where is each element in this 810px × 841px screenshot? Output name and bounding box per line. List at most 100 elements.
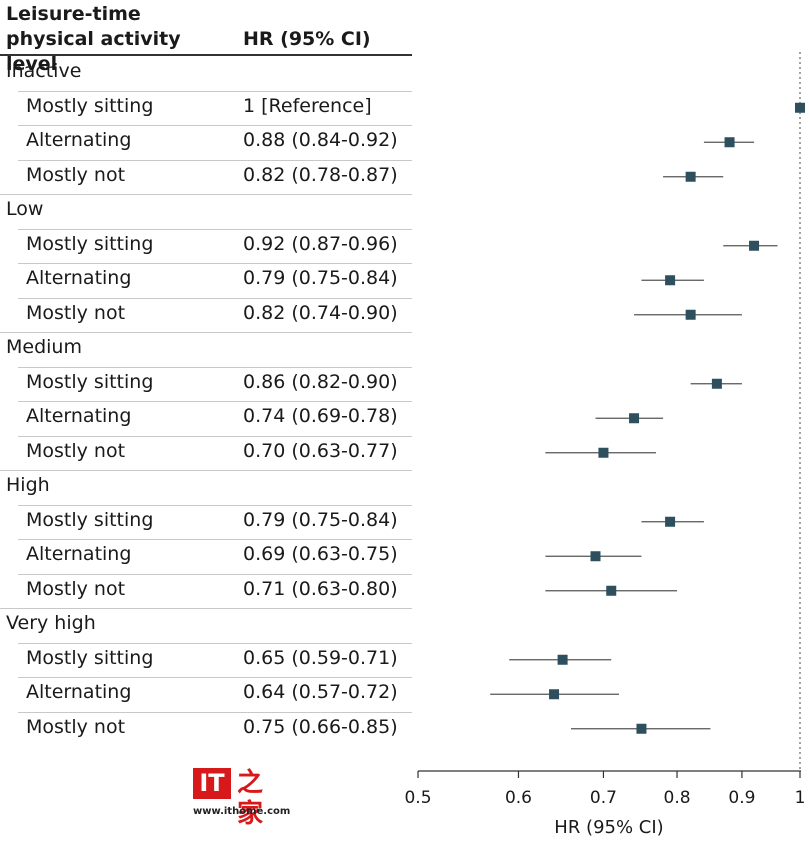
row-hr-value: 0.71 (0.63-0.80) xyxy=(243,577,398,600)
hr-marker xyxy=(749,240,760,251)
row-divider xyxy=(18,263,412,264)
table-row: Mostly not 0.70 (0.63-0.77) xyxy=(0,436,412,471)
column-header-hr: HR (95% CI) xyxy=(243,28,371,50)
row-label: Mostly sitting xyxy=(26,232,154,255)
table-row: Mostly sitting 0.79 (0.75-0.84) xyxy=(0,505,412,540)
column-header-line1: Leisure-time xyxy=(6,3,141,25)
hr-marker xyxy=(636,723,647,734)
hr-marker xyxy=(557,654,568,665)
row-label: Mostly sitting xyxy=(26,94,154,117)
row-hr-value: 1 [Reference] xyxy=(243,94,372,117)
row-divider xyxy=(18,539,412,540)
row-divider xyxy=(18,642,412,644)
group-divider xyxy=(0,608,412,609)
hr-marker xyxy=(665,516,676,527)
group-row: Inactive xyxy=(0,56,412,91)
row-label: Mostly not xyxy=(26,163,126,186)
group-label: Inactive xyxy=(6,60,82,82)
row-hr-value: 0.65 (0.59-0.71) xyxy=(243,646,398,669)
table-row: Mostly not 0.75 (0.66-0.85) xyxy=(0,712,412,747)
row-hr-value: 0.88 (0.84-0.92) xyxy=(243,129,398,151)
row-label: Mostly not xyxy=(26,715,126,738)
group-divider xyxy=(0,194,412,195)
row-divider xyxy=(18,228,412,230)
group-row: Very high xyxy=(0,608,412,643)
hr-marker xyxy=(549,689,560,700)
hr-marker xyxy=(795,102,805,113)
row-divider xyxy=(18,297,412,299)
table-row: Alternating 0.88 (0.84-0.92) xyxy=(0,125,412,160)
group-label: Very high xyxy=(6,612,96,634)
group-divider xyxy=(0,470,412,471)
hr-marker xyxy=(606,585,617,596)
table-row: Alternating 0.64 (0.57-0.72) xyxy=(0,677,412,712)
row-label: Mostly sitting xyxy=(26,508,154,531)
hr-marker xyxy=(724,137,735,148)
row-divider xyxy=(18,125,412,126)
table-row: Alternating 0.69 (0.63-0.75) xyxy=(0,539,412,574)
logo-it-badge: IT xyxy=(193,768,231,799)
x-tick-label: 0.8 xyxy=(664,788,691,808)
row-hr-value: 0.74 (0.69-0.78) xyxy=(243,405,398,427)
row-label: Mostly not xyxy=(26,577,126,600)
hr-marker xyxy=(629,413,640,424)
row-hr-value: 0.75 (0.66-0.85) xyxy=(243,715,398,738)
row-divider xyxy=(18,401,412,402)
group-label: Low xyxy=(6,198,44,220)
watermark-logo: IT 之家 www.ithome.com xyxy=(193,768,290,829)
group-label: Medium xyxy=(6,336,82,358)
row-label: Alternating xyxy=(26,267,132,289)
table-row: Alternating 0.79 (0.75-0.84) xyxy=(0,263,412,298)
row-label: Alternating xyxy=(26,543,132,565)
table-row: Mostly sitting 0.65 (0.59-0.71) xyxy=(0,643,412,678)
x-tick-label: 1 xyxy=(795,788,806,808)
logo-url: www.ithome.com xyxy=(193,806,291,817)
row-divider xyxy=(18,366,412,368)
row-label: Mostly not xyxy=(26,439,126,462)
logo-chinese-text: 之家 xyxy=(237,768,264,829)
table-row: Mostly sitting 0.92 (0.87-0.96) xyxy=(0,229,412,264)
row-label: Alternating xyxy=(26,405,132,427)
group-row: Low xyxy=(0,194,412,229)
group-row: Medium xyxy=(0,332,412,367)
table-row: Mostly not 0.82 (0.74-0.90) xyxy=(0,298,412,333)
row-hr-value: 0.70 (0.63-0.77) xyxy=(243,439,398,462)
column-header-line2: physical activity level xyxy=(6,28,181,75)
row-hr-value: 0.69 (0.63-0.75) xyxy=(243,543,398,565)
row-hr-value: 0.86 (0.82-0.90) xyxy=(243,370,398,393)
row-divider xyxy=(18,573,412,575)
hr-marker xyxy=(590,551,601,562)
x-tick-label: 0.5 xyxy=(404,788,431,808)
hr-marker xyxy=(598,447,609,458)
row-divider xyxy=(18,504,412,506)
table-row: Mostly not 0.82 (0.78-0.87) xyxy=(0,160,412,195)
table-row: Mostly not 0.71 (0.63-0.80) xyxy=(0,574,412,609)
row-hr-value: 0.82 (0.74-0.90) xyxy=(243,301,398,324)
hr-marker xyxy=(665,275,676,286)
table-row: Alternating 0.74 (0.69-0.78) xyxy=(0,401,412,436)
row-divider xyxy=(18,90,412,92)
row-label: Alternating xyxy=(26,129,132,151)
group-label: High xyxy=(6,474,50,496)
row-hr-value: 0.92 (0.87-0.96) xyxy=(243,232,398,255)
row-label: Mostly sitting xyxy=(26,646,154,669)
row-divider xyxy=(18,159,412,161)
hr-marker xyxy=(685,309,696,320)
row-hr-value: 0.79 (0.75-0.84) xyxy=(243,267,398,289)
group-divider xyxy=(0,332,412,333)
x-tick-label: 0.6 xyxy=(505,788,532,808)
x-axis-title: HR (95% CI) xyxy=(554,817,663,838)
row-label: Mostly sitting xyxy=(26,370,154,393)
table-row: Mostly sitting 1 [Reference] xyxy=(0,91,412,126)
group-row: High xyxy=(0,470,412,505)
row-label: Alternating xyxy=(26,681,132,703)
row-divider xyxy=(18,677,412,678)
hr-marker xyxy=(685,171,696,182)
hr-marker xyxy=(711,378,722,389)
column-header-activity-level: Leisure-time physical activity level xyxy=(6,2,236,77)
row-hr-value: 0.82 (0.78-0.87) xyxy=(243,163,398,186)
x-tick-label: 0.9 xyxy=(728,788,755,808)
row-divider xyxy=(18,435,412,437)
header-divider xyxy=(0,54,412,56)
